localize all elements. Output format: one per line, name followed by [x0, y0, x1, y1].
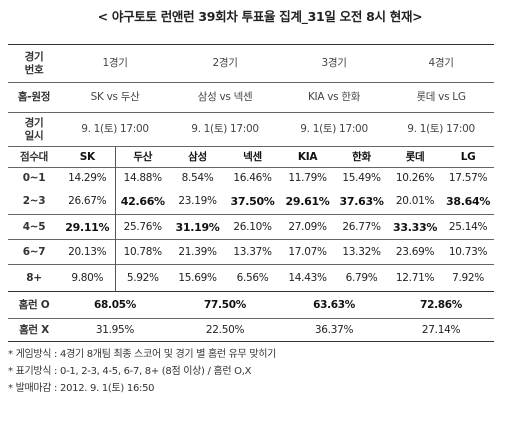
game-1-homerun-o: 68.05% — [60, 291, 171, 319]
vote-percent-cell: 29.11% — [60, 214, 115, 240]
team-name: 삼성 — [170, 146, 226, 168]
game-4-match: 롯데 vs LG — [388, 82, 495, 113]
vote-percent-cell: 42.66% — [114, 188, 171, 215]
vote-percent-cell: 33.33% — [388, 214, 443, 240]
team-name: SK — [60, 146, 115, 168]
vote-percent-cell: 25.76% — [114, 214, 171, 240]
score-row: 0~1 14.29% 14.88% 8.54% 16.46% 11.79% 15.49% 10… — [8, 167, 495, 189]
label-score-range: 점수대 — [8, 146, 60, 168]
game-1-homerun-x: 31.95% — [60, 318, 171, 342]
vote-percent-cell: 17.57% — [442, 167, 495, 189]
vote-percent-cell: 38.64% — [446, 194, 491, 208]
vote-percent-cell: 5.92% — [114, 264, 171, 292]
vote-percent-cell: 15.69% — [170, 264, 226, 292]
team-name: 한화 — [335, 146, 389, 168]
score-row: 2~3 26.67% 42.66% 23.19% 37.50% 29.61% 37.63% 2… — [8, 188, 494, 215]
team-name: 롯데 — [388, 146, 443, 168]
notes: * 게임방식 : 4경기 8개팀 최종 스코어 및 경기 별 홈런 유무 맞히기… — [8, 346, 276, 397]
vote-percent-cell: 10.26% — [388, 167, 443, 189]
vote-percent-cell: 9.80% — [60, 264, 115, 292]
vote-percent-cell: 20.13% — [60, 239, 115, 265]
vote-percent-cell: 12.71% — [388, 264, 443, 292]
page-title: < 야구토토 런앤런 39회차 투표율 집계_31일 오전 8시 현재> — [97, 9, 423, 24]
label-home-away: 홈-원정 — [8, 82, 60, 113]
row-team-names: 점수대 SK 두산 삼성 넥센 KIA 한화 롯데 LG — [8, 146, 495, 168]
score-row: 8+ 9.80% 5.92% 15.69% 6.56% 14.43% 6.79% 12.71%… — [8, 264, 495, 292]
score-range-label: 8+ — [8, 264, 60, 292]
score-range-label: 6~7 — [8, 239, 60, 265]
vote-percent-cell: 25.14% — [442, 214, 495, 240]
vote-table: 경기 번호 1경기 2경기 3경기 4경기 홈-원정 SK vs 두산 삼성 vs… — [8, 44, 495, 342]
game-2-homerun-x: 22.50% — [170, 318, 281, 342]
vote-percent-cell: 14.43% — [280, 264, 336, 292]
score-range-label: 4~5 — [8, 214, 60, 240]
row-homerun-x: 홈런 X 31.95% 22.50% 36.37% 27.14% — [8, 318, 495, 342]
vote-percent-cell: 26.10% — [225, 214, 281, 240]
note-deadline: * 발매마감 : 2012. 9. 1(토) 16:50 — [8, 383, 155, 394]
label-homerun-x: 홈런 X — [8, 318, 60, 342]
vote-percent-cell: 10.73% — [442, 239, 495, 265]
note-game-method: * 게임방식 : 4경기 8개팀 최종 스코어 및 경기 별 홈런 유무 맞히기 — [8, 349, 277, 360]
score-rows: 0~1 14.29% 14.88% 8.54% 16.46% 11.79% 15.49% 10… — [8, 167, 495, 292]
vote-percent-cell: 26.67% — [68, 194, 107, 207]
team-name: KIA — [280, 146, 336, 168]
vote-percent-cell: 20.01% — [395, 194, 435, 207]
game-2-number: 2경기 — [170, 44, 281, 83]
game-4-number: 4경기 — [388, 44, 495, 83]
vote-percent-cell: 23.69% — [388, 239, 443, 265]
vote-percent-cell: 16.46% — [225, 167, 281, 189]
vote-percent-cell: 13.32% — [335, 239, 389, 265]
game-1-number: 1경기 — [60, 44, 171, 83]
label-game-number: 경기 번호 — [8, 44, 60, 83]
vote-percent-cell: 26.77% — [335, 214, 389, 240]
row-game-number: 경기 번호 1경기 2경기 3경기 4경기 — [8, 44, 495, 83]
game-2-datetime: 9. 1(토) 17:00 — [170, 112, 281, 147]
vote-percent-cell: 7.92% — [442, 264, 495, 292]
vote-percent-cell: 8.54% — [170, 167, 226, 189]
row-home-away: 홈-원정 SK vs 두산 삼성 vs 넥센 KIA vs 한화 롯데 vs L… — [8, 82, 495, 113]
vote-percent-cell: 17.07% — [280, 239, 336, 265]
game-4-homerun-x: 27.14% — [388, 318, 495, 342]
vote-percent-cell: 31.19% — [170, 214, 226, 240]
game-3-datetime: 9. 1(토) 17:00 — [280, 112, 389, 147]
vote-percent-cell: 6.56% — [225, 264, 281, 292]
label-game-date: 경기 일시 — [8, 112, 60, 147]
vote-percent-cell: 14.29% — [60, 167, 115, 189]
team-name: 두산 — [114, 146, 171, 168]
game-4-homerun-o: 72.86% — [388, 291, 495, 319]
team-name: 넥센 — [225, 146, 281, 168]
score-row: 6~7 20.13% 10.78% 21.39% 13.37% 17.07% 13.32% 2… — [8, 239, 495, 265]
vote-percent-cell: 37.63% — [339, 194, 384, 208]
score-range-label: 2~3 — [22, 194, 46, 207]
vote-percent-cell: 37.50% — [230, 194, 275, 208]
game-2-homerun-o: 77.50% — [170, 291, 281, 319]
game-4-datetime: 9. 1(토) 17:00 — [388, 112, 495, 147]
game-1-datetime: 9. 1(토) 17:00 — [60, 112, 171, 147]
note-notation: * 표기방식 : 0-1, 2-3, 4-5, 6-7, 8+ (8점 이상) … — [8, 366, 252, 377]
game-3-homerun-x: 36.37% — [280, 318, 389, 342]
vote-percent-cell: 13.37% — [225, 239, 281, 265]
vote-percent-cell: 15.49% — [335, 167, 389, 189]
row-homerun-o: 홈런 O 68.05% 77.50% 63.63% 72.86% — [8, 291, 495, 319]
score-range-label: 0~1 — [8, 167, 60, 189]
game-1-match: SK vs 두산 — [60, 82, 171, 113]
vote-percent-cell: 10.78% — [114, 239, 171, 265]
vote-percent-cell: 23.19% — [178, 194, 217, 207]
vote-percent-cell: 6.79% — [335, 264, 389, 292]
game-3-match: KIA vs 한화 — [280, 82, 389, 113]
vote-percent-cell: 11.79% — [280, 167, 336, 189]
game-3-number: 3경기 — [280, 44, 389, 83]
vote-percent-cell: 29.61% — [285, 194, 330, 208]
team-name: LG — [442, 146, 495, 168]
vote-percent-cell: 21.39% — [170, 239, 226, 265]
game-3-homerun-o: 63.63% — [280, 291, 389, 319]
label-homerun-o: 홈런 O — [8, 291, 60, 319]
row-game-date: 경기 일시 9. 1(토) 17:00 9. 1(토) 17:00 9. 1(토)… — [8, 112, 495, 147]
score-row: 4~5 29.11% 25.76% 31.19% 26.10% 27.09% 26.77% 3… — [8, 214, 495, 240]
vote-percent-cell: 27.09% — [280, 214, 336, 240]
game-2-match: 삼성 vs 넥센 — [170, 82, 281, 113]
vote-percent-cell: 14.88% — [114, 167, 171, 189]
